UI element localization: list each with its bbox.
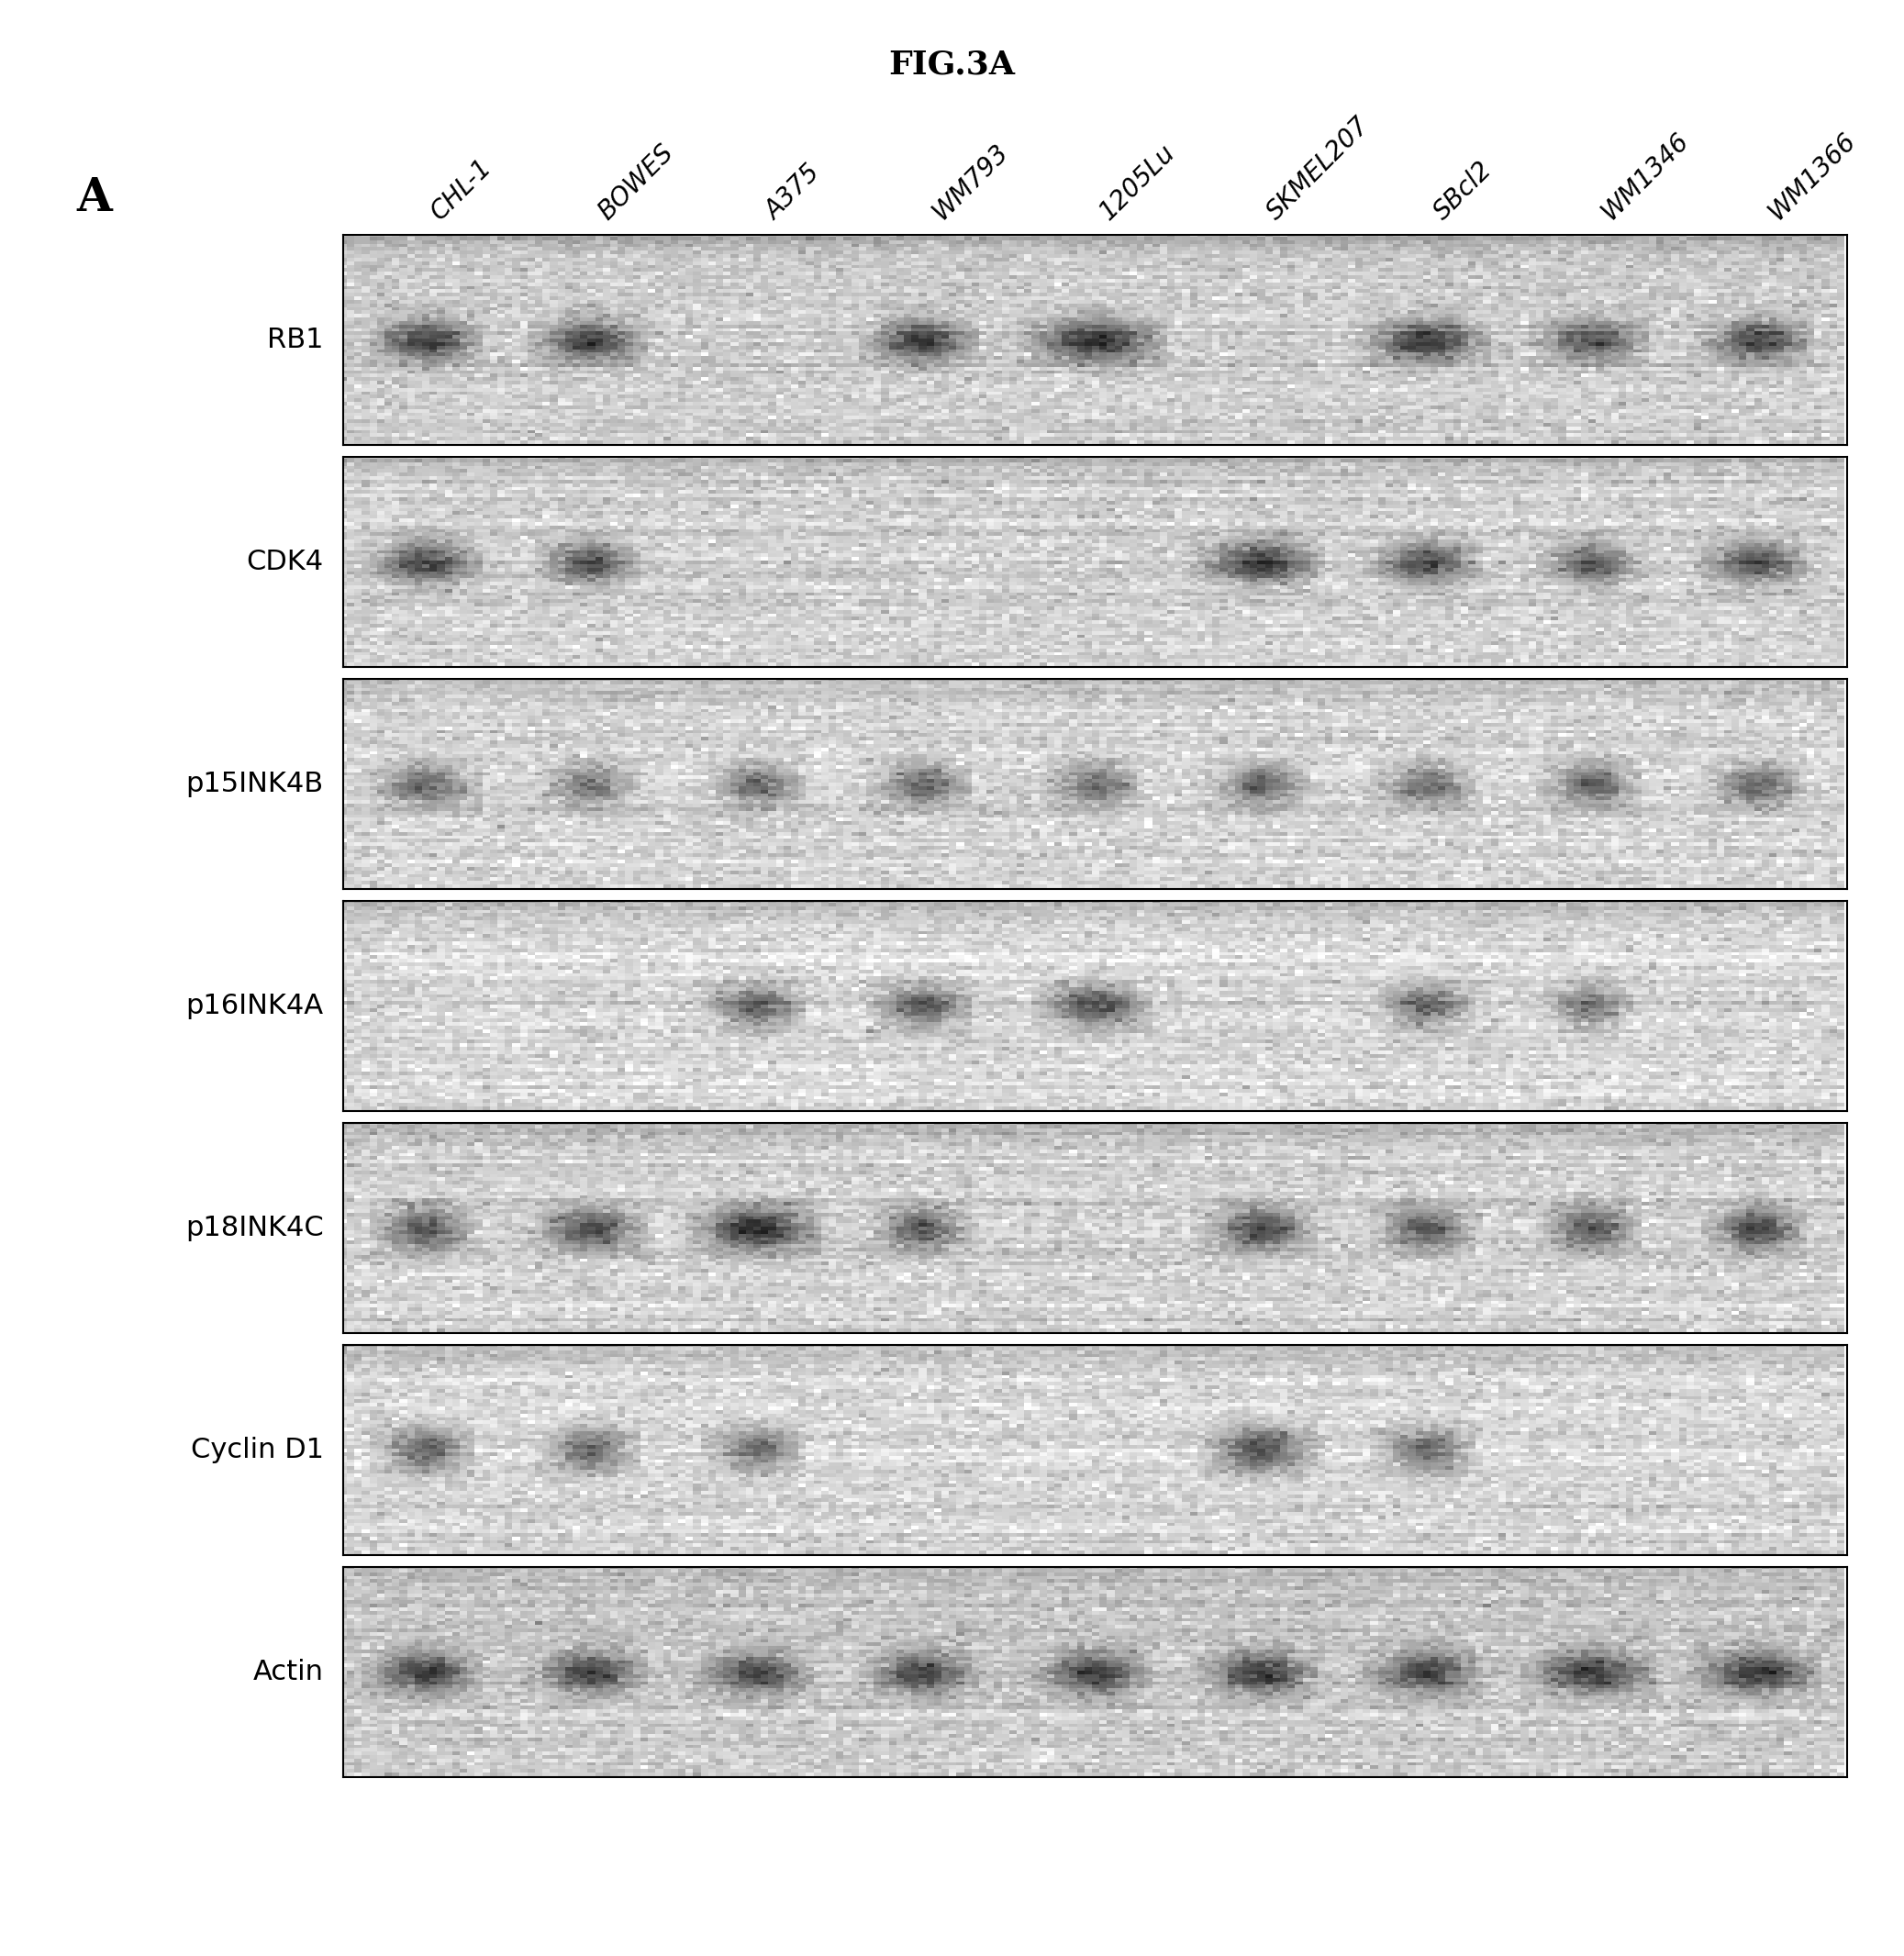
Text: CDK4: CDK4 — [246, 550, 324, 575]
Text: CHL-1: CHL-1 — [426, 155, 497, 225]
Text: RB1: RB1 — [267, 327, 324, 354]
Text: WM1346: WM1346 — [1596, 127, 1693, 225]
Text: p16INK4A: p16INK4A — [187, 994, 324, 1019]
Text: A375: A375 — [760, 160, 824, 225]
Text: SKMEL207: SKMEL207 — [1262, 111, 1375, 225]
Text: Cyclin D1: Cyclin D1 — [190, 1438, 324, 1463]
Text: Actin: Actin — [253, 1659, 324, 1686]
Text: WM793: WM793 — [927, 139, 1013, 225]
Text: BOWES: BOWES — [594, 139, 678, 225]
Text: SBcl2: SBcl2 — [1430, 156, 1497, 225]
Text: 1205Lu: 1205Lu — [1095, 139, 1180, 225]
Text: A: A — [76, 176, 112, 221]
Text: p15INK4B: p15INK4B — [187, 771, 324, 798]
Text: WM1366: WM1366 — [1763, 127, 1860, 225]
Text: p18INK4C: p18INK4C — [185, 1215, 324, 1242]
Text: FIG.3A: FIG.3A — [889, 49, 1015, 80]
